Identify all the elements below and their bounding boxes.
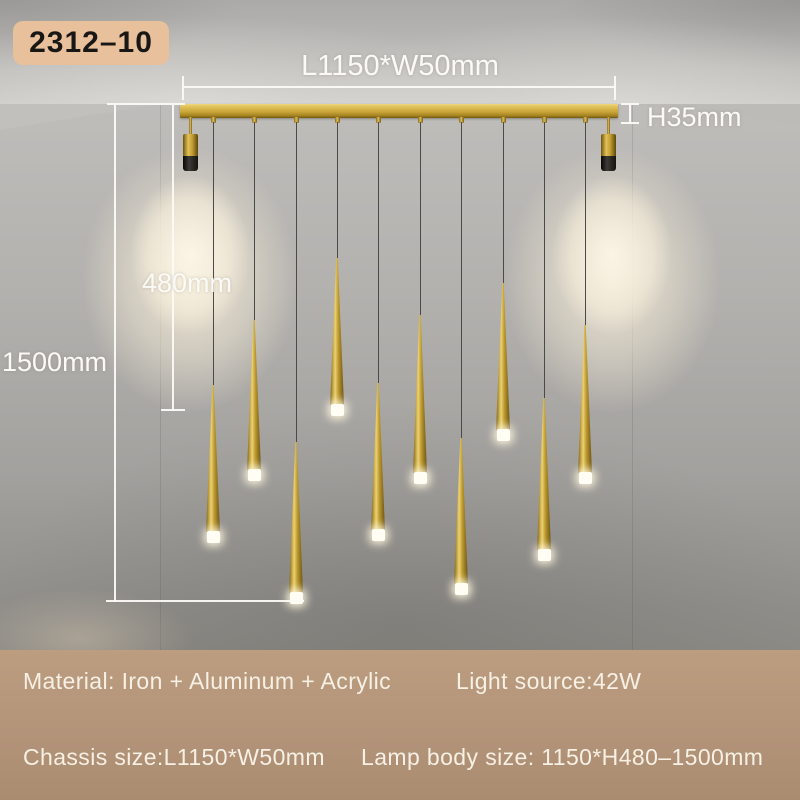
spec-material: Material: Iron + Aluminum + Acrylic bbox=[23, 668, 392, 694]
spotlight-stem bbox=[188, 117, 192, 135]
pendant-diffuser-tip bbox=[371, 529, 385, 541]
dim-line-bar-height bbox=[629, 104, 631, 124]
spec-chassis-size: Chassis size:L1150*W50mm bbox=[23, 744, 325, 770]
spotlight-gold-section bbox=[182, 134, 198, 156]
dim-tick-min-drop-bottom bbox=[161, 409, 185, 411]
spotlight-stem bbox=[606, 117, 610, 135]
pendant-diffuser-tip bbox=[206, 531, 220, 543]
pendant-wire bbox=[502, 122, 504, 283]
pendant-diffuser-tip bbox=[578, 472, 592, 484]
pendant-diffuser-tip bbox=[537, 549, 551, 561]
pendant-cone bbox=[496, 283, 510, 430]
pendant-layer bbox=[182, 117, 616, 604]
pendant-cone bbox=[330, 258, 344, 405]
spec-lamp-body-size: Lamp body size: 1150*H480–1500mm bbox=[361, 744, 764, 770]
pendant-wire bbox=[212, 122, 214, 385]
pendant-cone bbox=[371, 383, 385, 530]
pendant-diffuser-tip bbox=[413, 472, 427, 484]
spotlight-body bbox=[600, 134, 616, 171]
dim-line-min-drop bbox=[172, 105, 174, 411]
pendant-diffuser-tip bbox=[289, 592, 303, 604]
label-bar-height: H35mm bbox=[647, 102, 742, 132]
pendant-diffuser-tip bbox=[454, 583, 468, 595]
spotlight-black-section bbox=[182, 156, 198, 171]
pendant-wire bbox=[295, 122, 297, 442]
spotlight-gold-section bbox=[600, 134, 616, 156]
pendant-mount bbox=[500, 117, 506, 123]
label-max-drop: 1500mm bbox=[2, 347, 108, 377]
dim-tick-top-shared bbox=[107, 103, 185, 105]
pendant-mount bbox=[334, 117, 340, 123]
spec-strip: Material: Iron + Aluminum + Acrylic Ligh… bbox=[0, 650, 800, 800]
pendant-mount bbox=[417, 117, 423, 123]
pendant-cone bbox=[289, 442, 303, 593]
pendant-cone bbox=[454, 438, 468, 584]
dim-line-max-drop-base bbox=[106, 600, 304, 602]
dim-tick-bar-height-bottom bbox=[621, 122, 639, 124]
pendant-cone bbox=[206, 385, 220, 532]
label-min-drop: 480mm bbox=[142, 268, 233, 298]
pendant-diffuser-tip bbox=[496, 429, 510, 441]
pendant-cone bbox=[413, 315, 427, 473]
spotlight-body bbox=[182, 134, 198, 171]
dim-line-length bbox=[183, 86, 616, 88]
pendant-wire bbox=[336, 122, 338, 258]
pendant-wire bbox=[460, 122, 462, 438]
pendant-cone bbox=[247, 320, 261, 470]
pendant-mount bbox=[582, 117, 588, 123]
model-badge: 2312–10 bbox=[13, 21, 169, 65]
pendant-cone bbox=[537, 398, 551, 550]
pendant-mount bbox=[210, 117, 216, 123]
pendant-wire bbox=[419, 122, 421, 315]
pendant-mount bbox=[458, 117, 464, 123]
chandelier-bar bbox=[180, 104, 618, 118]
dim-tick-bar-height-top bbox=[621, 103, 639, 105]
dim-line-max-drop bbox=[114, 104, 116, 602]
pendant-mount bbox=[541, 117, 547, 123]
pendant-wire bbox=[377, 122, 379, 383]
pendant-wire bbox=[584, 122, 586, 325]
pendant-diffuser-tip bbox=[247, 469, 261, 481]
dim-tick-length-left bbox=[182, 76, 184, 100]
pendant-diffuser-tip bbox=[330, 404, 344, 416]
label-chassis-dimension: L1150*W50mm bbox=[301, 50, 499, 82]
pendant-mount bbox=[251, 117, 257, 123]
pendant-cone bbox=[578, 325, 592, 473]
dim-tick-length-right bbox=[614, 76, 616, 100]
pendant-wire bbox=[253, 122, 255, 320]
pendant-mount bbox=[293, 117, 299, 123]
spec-light-source: Light source:42W bbox=[456, 668, 642, 694]
pendant-wire bbox=[543, 122, 545, 398]
spotlight-black-section bbox=[600, 156, 616, 171]
pendant-mount bbox=[375, 117, 381, 123]
